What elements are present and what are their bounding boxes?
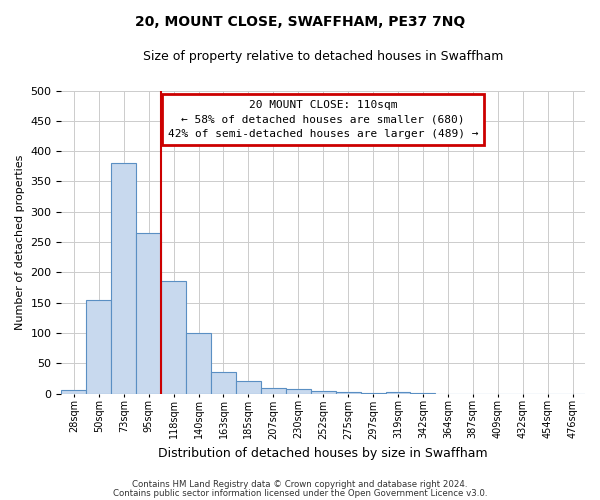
Y-axis label: Number of detached properties: Number of detached properties [15, 154, 25, 330]
Text: Contains public sector information licensed under the Open Government Licence v3: Contains public sector information licen… [113, 488, 487, 498]
Text: 20 MOUNT CLOSE: 110sqm
← 58% of detached houses are smaller (680)
42% of semi-de: 20 MOUNT CLOSE: 110sqm ← 58% of detached… [168, 100, 478, 139]
Bar [311, 391, 335, 394]
Bar [335, 392, 361, 394]
Bar [86, 300, 111, 394]
X-axis label: Distribution of detached houses by size in Swaffham: Distribution of detached houses by size … [158, 447, 488, 460]
Title: Size of property relative to detached houses in Swaffham: Size of property relative to detached ho… [143, 50, 503, 63]
Bar [211, 372, 236, 394]
Text: Contains HM Land Registry data © Crown copyright and database right 2024.: Contains HM Land Registry data © Crown c… [132, 480, 468, 489]
Bar [386, 392, 410, 394]
Bar [136, 233, 161, 394]
Bar [410, 393, 436, 394]
Bar [61, 390, 86, 394]
Bar [186, 333, 211, 394]
Bar [111, 164, 136, 394]
Bar [161, 282, 186, 394]
Bar [261, 388, 286, 394]
Bar [286, 389, 311, 394]
Bar [236, 382, 261, 394]
Bar [361, 393, 386, 394]
Text: 20, MOUNT CLOSE, SWAFFHAM, PE37 7NQ: 20, MOUNT CLOSE, SWAFFHAM, PE37 7NQ [135, 15, 465, 29]
